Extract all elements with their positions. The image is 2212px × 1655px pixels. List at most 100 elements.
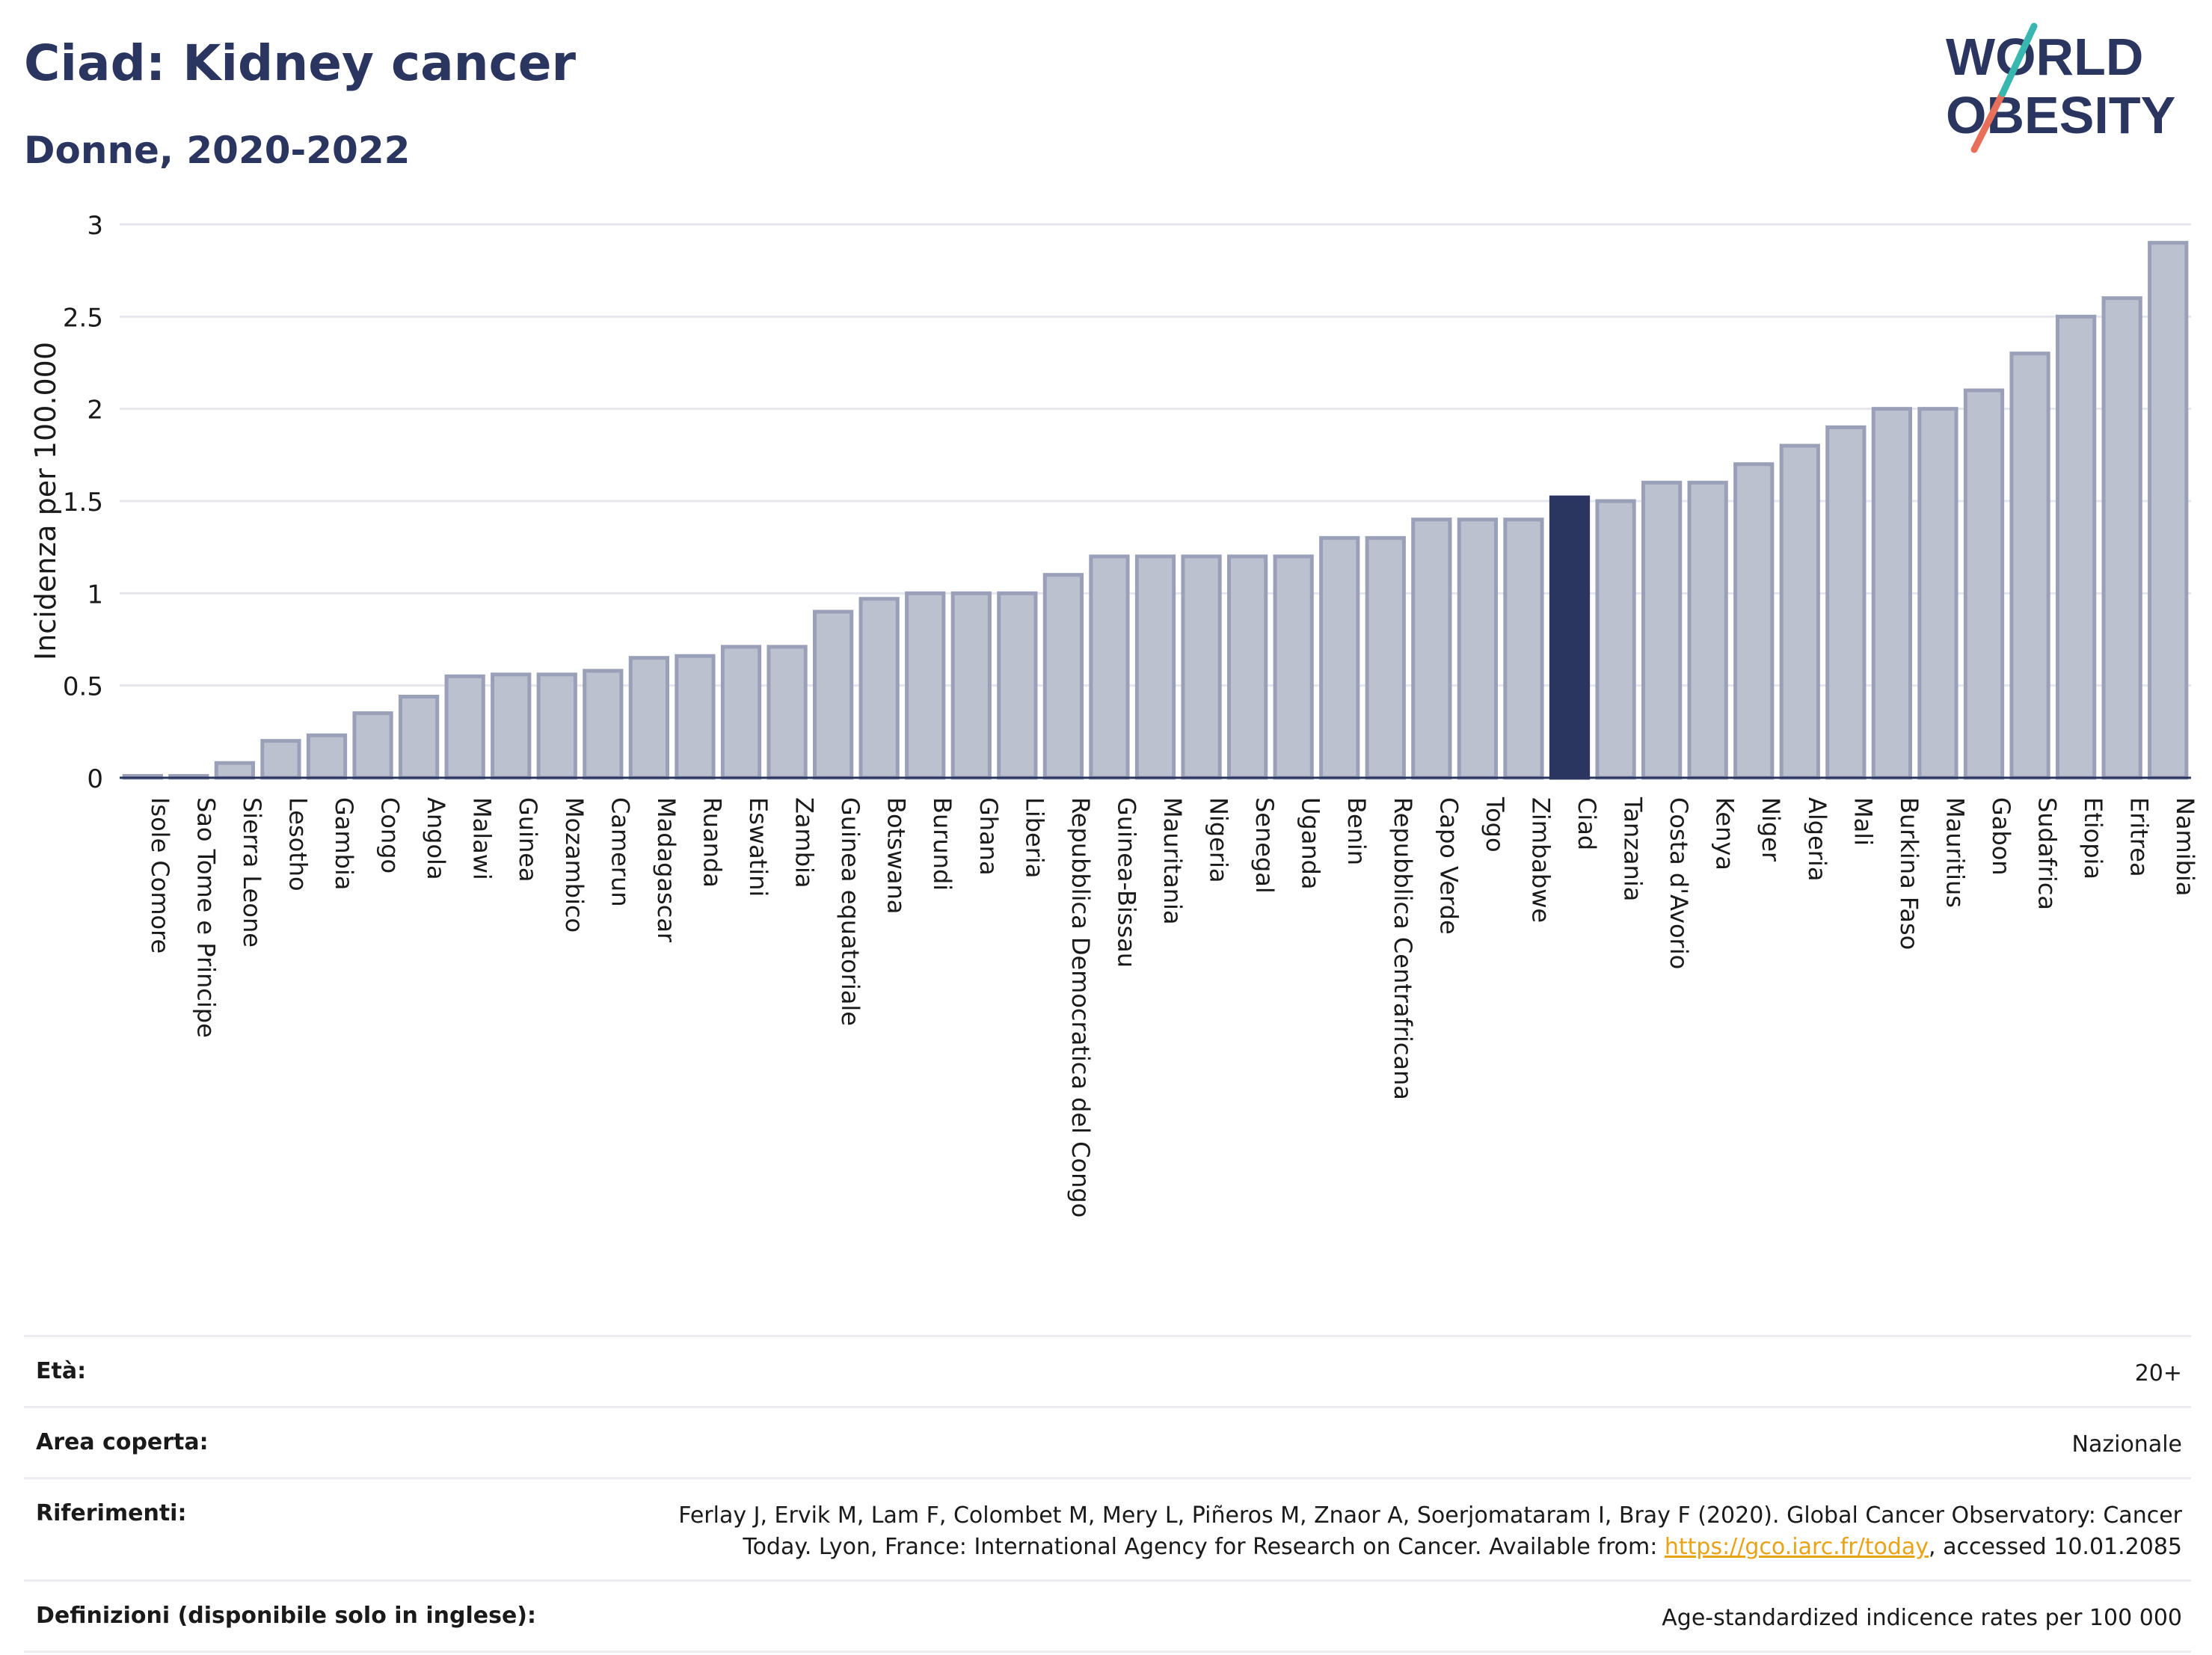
logo-slash-teal [1999, 22, 2038, 97]
x-tick-label: Ciad [1573, 797, 1601, 850]
x-tick-label: Gabon [1987, 797, 2015, 876]
x-tick-label: Namibia [2171, 797, 2199, 896]
x-tick-label: Repubblica Democratica del Congo [1066, 797, 1095, 1218]
x-tick-label: Mali [1849, 797, 1877, 846]
bar [1779, 443, 1820, 780]
x-tick-label: Benin [1342, 797, 1371, 865]
bar [2055, 314, 2097, 780]
bar [950, 591, 992, 780]
bar [720, 645, 762, 780]
bar [1365, 535, 1406, 780]
x-tick-label: Mauritius [1941, 797, 1969, 908]
area-value: Nazionale [2071, 1431, 2182, 1458]
bar [352, 711, 393, 780]
x-tick-label: Nigeria [1205, 797, 1233, 882]
x-tick-label: Capo Verde [1434, 797, 1463, 935]
bar [1181, 554, 1222, 780]
y-tick-label: 1.5 [63, 488, 103, 518]
bar [1319, 535, 1360, 780]
bar [444, 674, 485, 780]
bar [905, 591, 946, 780]
x-tick-label: Eritrea [2125, 797, 2154, 877]
x-tick-label: Liberia [1020, 797, 1048, 878]
bar [1457, 518, 1499, 780]
x-tick-label: Lesotho [283, 797, 312, 891]
world-obesity-logo: WORLD OBESITY [1946, 22, 2175, 153]
x-tick-label: Guinea [514, 797, 542, 882]
y-tick-label: 0.5 [63, 672, 103, 702]
info-row-definitions: Definizioni (disponibile solo in inglese… [24, 1579, 2191, 1653]
definitions-label: Definizioni (disponibile solo in inglese… [36, 1603, 536, 1629]
y-tick-label: 3 [87, 211, 103, 241]
bar [1641, 480, 1683, 780]
bar [583, 669, 624, 780]
x-tick-label: Ghana [974, 797, 1003, 876]
bar [1963, 388, 2005, 780]
bar [1871, 407, 1913, 780]
x-tick-label: Niger [1757, 797, 1785, 862]
x-tick-label: Gambia [330, 797, 358, 890]
info-row-area: Area coperta: Nazionale [24, 1406, 2191, 1477]
references-text: Ferlay J, Ervik M, Lam F, Colombet M, Me… [678, 1502, 2182, 1560]
bar [1042, 573, 1084, 780]
bar-highlight [1549, 495, 1591, 780]
x-tick-label: Kenya [1711, 797, 1739, 871]
bar [214, 761, 256, 780]
x-tick-label: Guinea equatoriale [836, 797, 864, 1026]
y-tick-label: 0 [87, 764, 103, 794]
x-tick-label: Zimbabwe [1526, 797, 1555, 923]
x-tick-label: Repubblica Centrafricana [1389, 797, 1417, 1100]
bar [766, 645, 808, 780]
age-label: Età: [36, 1358, 87, 1384]
bar [1089, 554, 1130, 780]
bar [858, 597, 900, 780]
x-tick-label: Etiopia [2079, 797, 2107, 879]
bar [675, 654, 716, 780]
x-tick-label: Camerun [606, 797, 634, 907]
y-tick-labels: 0 0.5 1 1.5 2 2.5 3 [63, 211, 103, 794]
x-tick-label: Guinea-Bissau [1112, 797, 1140, 968]
bar [1825, 425, 1867, 780]
bar [491, 672, 532, 780]
x-tick-label: Algeria [1803, 797, 1831, 881]
age-value: 20+ [2134, 1360, 2182, 1387]
x-tick-label: Isole Comore [146, 797, 174, 954]
bar [2009, 351, 2050, 780]
x-tick-label: Burundi [928, 797, 956, 891]
bar [812, 610, 854, 780]
x-tick-label: Uganda [1297, 797, 1325, 890]
x-tick-label: Tanzania [1619, 796, 1647, 901]
y-tick-label: 2 [87, 396, 103, 426]
bar [1917, 407, 1958, 780]
x-tick-label: Ruanda [698, 797, 726, 888]
bar [1687, 480, 1728, 780]
x-tick-label: Sao Tome e Principe [191, 797, 220, 1038]
area-label: Area coperta: [36, 1429, 209, 1455]
x-tick-label: Burkina Faso [1895, 797, 1923, 950]
bars [122, 241, 2189, 780]
bar [1503, 518, 1544, 780]
x-tick-label: Eswatini [744, 797, 772, 897]
x-tick-label: Sierra Leone [238, 797, 266, 948]
x-tick-label: Mozambico [560, 797, 589, 933]
x-tick-label: Botswana [882, 797, 911, 914]
x-tick-label: Senegal [1250, 797, 1279, 894]
y-tick-label: 1 [87, 580, 103, 610]
bar [306, 733, 348, 780]
bar [997, 591, 1038, 780]
bar [1411, 518, 1452, 780]
bar [2148, 241, 2189, 780]
x-tick-label: Mauritania [1158, 797, 1187, 924]
bar [1134, 554, 1176, 780]
bar-chart: 0 0.5 1 1.5 2 2.5 3 Isole Comore Sao Tome e Pri… [29, 211, 2199, 1218]
x-tick-label: Costa d'Avorio [1665, 797, 1693, 969]
x-tick-label: Malawi [468, 797, 497, 880]
chart-title: Ciad: Kidney cancer [24, 34, 577, 92]
references-link[interactable]: https://gco.iarc.fr/today [1664, 1534, 1929, 1560]
definitions-value: Age-standardized indicence rates per 100… [1662, 1605, 2182, 1631]
chart-subtitle: Donne, 2020-2022 [24, 129, 411, 172]
bar [1595, 499, 1636, 780]
x-tick-label: Togo [1481, 796, 1509, 853]
logo-line1: WORLD [1946, 28, 2143, 86]
bar [536, 672, 577, 780]
